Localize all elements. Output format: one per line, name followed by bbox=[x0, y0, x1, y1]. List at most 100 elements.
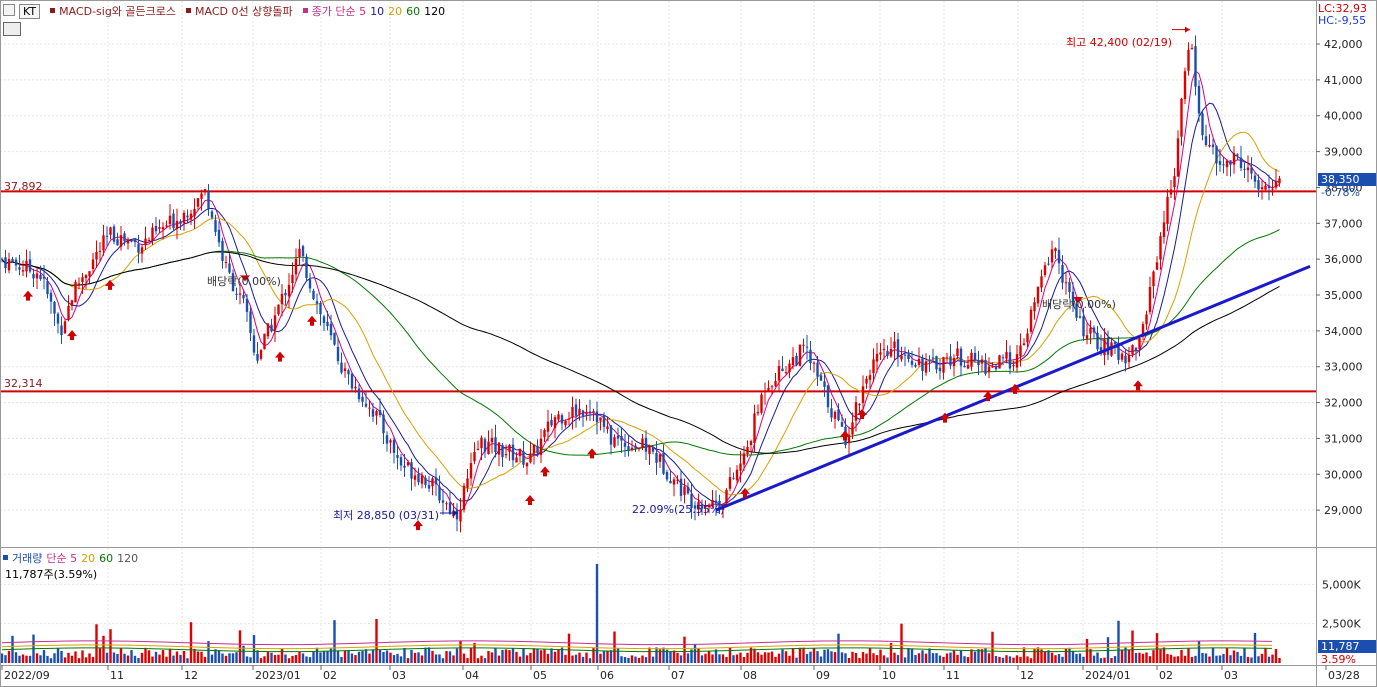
candle-body bbox=[42, 276, 46, 279]
candle-body bbox=[1159, 236, 1162, 260]
volume-bar bbox=[991, 631, 994, 663]
grid bbox=[0, 1, 1316, 663]
candle-body bbox=[550, 419, 553, 426]
candle-body bbox=[630, 447, 634, 450]
volume-bar bbox=[175, 651, 179, 663]
volume-bar bbox=[1194, 655, 1197, 663]
legend-ma-60[interactable]: 60 bbox=[406, 5, 421, 18]
candle-body bbox=[235, 293, 238, 295]
volume-bar bbox=[242, 645, 245, 663]
candle-body bbox=[641, 438, 644, 448]
volume-bar bbox=[88, 653, 91, 663]
candle-body bbox=[305, 256, 308, 279]
volume-bar bbox=[70, 655, 74, 663]
volume-bar bbox=[1082, 656, 1085, 663]
candle-body bbox=[448, 502, 452, 514]
price-tick-label: 37,000 bbox=[1324, 217, 1363, 230]
candle-body bbox=[840, 422, 844, 427]
volume-bar bbox=[371, 649, 375, 663]
volume-bar bbox=[154, 651, 158, 663]
volume-bar bbox=[1138, 652, 1141, 663]
settings-checkbox[interactable] bbox=[3, 4, 15, 16]
volume-ma-60[interactable]: 60 bbox=[99, 552, 114, 565]
moving-average-lines bbox=[1, 70, 1280, 512]
candle-body bbox=[158, 227, 161, 229]
volume-bar bbox=[203, 656, 207, 663]
buy-signal-arrow-icon bbox=[525, 495, 535, 506]
candle-body bbox=[966, 364, 970, 369]
high-pointer-icon bbox=[1185, 26, 1190, 33]
candle-body bbox=[1260, 187, 1264, 190]
candle-body bbox=[319, 302, 322, 315]
candle-body bbox=[1201, 113, 1204, 136]
volume-bar bbox=[1145, 652, 1148, 663]
volume-bar bbox=[791, 648, 795, 663]
candle-body bbox=[693, 505, 697, 509]
candle-body bbox=[620, 436, 623, 441]
volume-legend-label[interactable]: 거래량 bbox=[12, 552, 43, 565]
volume-ma-20[interactable]: 20 bbox=[81, 552, 96, 565]
volume-bar bbox=[172, 655, 175, 663]
candle-body bbox=[21, 270, 25, 272]
volume-bar bbox=[252, 635, 256, 663]
volume-bar bbox=[210, 654, 214, 663]
legend-ma-label[interactable]: 종가 단순 5 bbox=[311, 5, 367, 18]
legend-ma-10[interactable]: 10 bbox=[370, 5, 385, 18]
candle-body bbox=[1061, 264, 1064, 283]
candle-body bbox=[231, 273, 235, 292]
price-tick-label: 32,000 bbox=[1324, 397, 1363, 410]
candle-body bbox=[627, 446, 630, 452]
candle-body bbox=[1085, 335, 1089, 339]
volume-bar bbox=[714, 649, 718, 663]
candle-body bbox=[697, 501, 700, 510]
candle-body bbox=[956, 348, 959, 356]
candle-body bbox=[987, 366, 991, 373]
candle-body bbox=[739, 463, 742, 471]
volume-ma-120[interactable]: 120 bbox=[117, 552, 139, 565]
buy-signal-arrow-icon bbox=[1010, 383, 1020, 394]
legend-macd-sig[interactable]: MACD-sig와 골든크로스 bbox=[59, 5, 177, 18]
candle-body bbox=[385, 435, 389, 444]
volume-bar bbox=[525, 655, 529, 663]
volume-bar bbox=[1064, 648, 1068, 663]
volume-bar bbox=[564, 654, 567, 663]
volume-bar bbox=[1243, 647, 1246, 663]
legend-ma-120[interactable]: 120 bbox=[424, 5, 446, 18]
candle-body bbox=[543, 430, 546, 438]
candle-body bbox=[420, 475, 424, 484]
volume-bar bbox=[620, 656, 623, 663]
buy-signal-arrow-icon bbox=[587, 448, 597, 459]
volume-bar bbox=[144, 647, 147, 663]
candle-body bbox=[508, 445, 511, 452]
legend-ma-20[interactable]: 20 bbox=[388, 5, 403, 18]
volume-bar bbox=[679, 655, 683, 663]
volume-ma-5[interactable]: 단순 5 bbox=[46, 552, 78, 565]
grid-icon[interactable] bbox=[3, 22, 21, 36]
volume-bar bbox=[823, 649, 826, 663]
candle-body bbox=[200, 193, 203, 199]
candle-body bbox=[151, 227, 154, 242]
volume-bar bbox=[186, 658, 189, 663]
stock-code[interactable]: KT bbox=[19, 4, 41, 19]
volume-bar bbox=[994, 655, 998, 663]
volume-bar bbox=[585, 652, 588, 663]
volume-bar bbox=[1264, 647, 1267, 663]
candle-body bbox=[35, 273, 39, 279]
ma-10-line bbox=[1, 102, 1280, 506]
candle-body bbox=[252, 335, 256, 353]
legend-macd-zero[interactable]: MACD 0선 상향돌파 bbox=[195, 5, 293, 18]
volume-bar bbox=[1071, 650, 1075, 663]
candle-body bbox=[280, 293, 284, 305]
volume-bar bbox=[277, 654, 280, 663]
candle-body bbox=[25, 260, 28, 272]
time-tick-label: 10 bbox=[882, 669, 896, 682]
candle-body bbox=[599, 417, 602, 421]
candle-body bbox=[273, 315, 277, 331]
candle-body bbox=[798, 344, 802, 366]
candle-body bbox=[889, 348, 893, 357]
volume-ma-line bbox=[1, 644, 1273, 650]
candle-body bbox=[39, 274, 42, 280]
volume-bar bbox=[557, 648, 560, 663]
volume-bar bbox=[627, 658, 630, 663]
